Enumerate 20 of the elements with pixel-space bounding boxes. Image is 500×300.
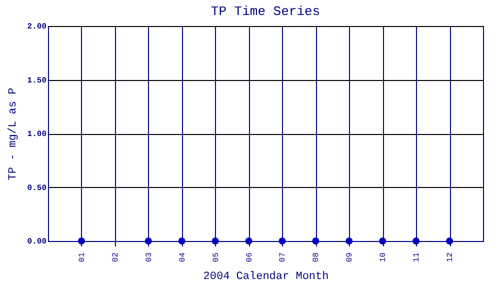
x-tick-label: 01 — [78, 252, 87, 262]
y-tick-label: 1.00 — [27, 130, 47, 139]
y-axis-title: TP - mg/L as P — [7, 87, 20, 180]
x-axis-title: 2004 Calendar Month — [203, 271, 329, 284]
x-tick-label: 06 — [245, 252, 254, 262]
x-tick-label: 11 — [412, 252, 422, 262]
x-tick-label: 12 — [446, 252, 456, 262]
y-tick-label: 2.00 — [27, 22, 47, 32]
y-tick-label: 0.00 — [27, 238, 47, 246]
y-tick-label: 0.50 — [27, 184, 47, 193]
x-tick-label: 04 — [178, 252, 188, 262]
x-tick-label: 08 — [312, 252, 322, 262]
x-tick-label: 02 — [111, 252, 120, 262]
x-tick-label: 03 — [144, 252, 154, 262]
x-tick-label: 05 — [212, 252, 221, 262]
y-tick-label: 1.50 — [27, 76, 47, 86]
x-tick-label: 07 — [278, 252, 288, 262]
chart-title: TP Time Series — [210, 4, 320, 19]
x-tick-label: 10 — [379, 252, 388, 262]
x-tick-label: 09 — [346, 252, 355, 262]
